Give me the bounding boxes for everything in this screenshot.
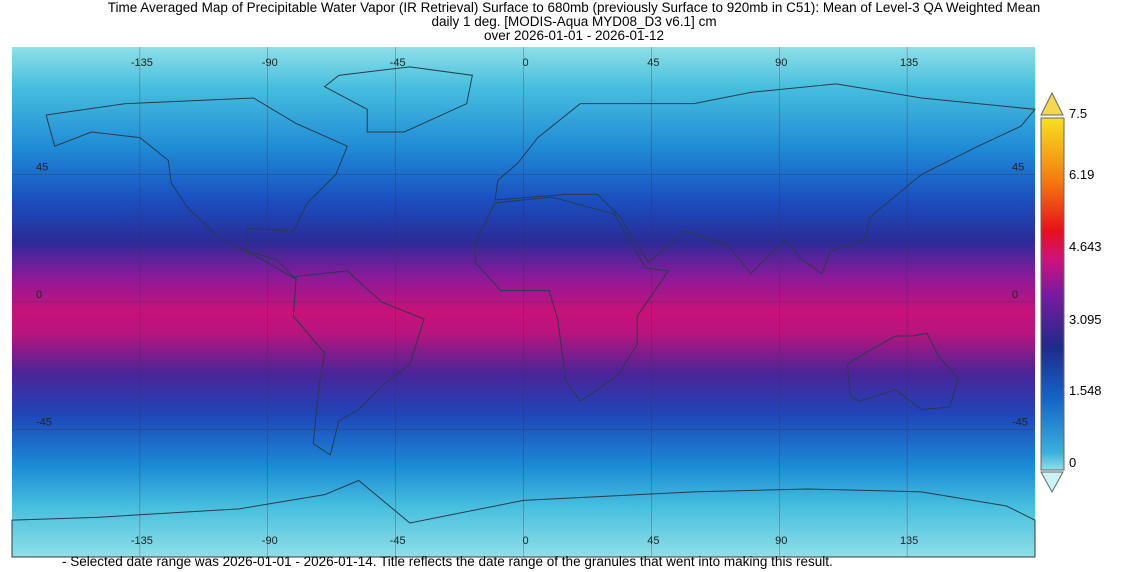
lon-label-top: -45 [390,57,406,69]
map-title-line1: Time Averaged Map of Precipitable Water … [107,0,1041,15]
colorbar-tick: 1.548 [1069,383,1102,398]
lon-label-top: 90 [775,57,787,69]
north-america-outline [45,97,348,280]
lon-label-bottom: 90 [775,535,787,547]
lon-label-top: 135 [900,57,918,69]
colorbar-tick: 4.643 [1069,239,1102,254]
africa-outline [474,196,670,402]
lon-label-bottom: -135 [131,535,153,547]
colorbar-tick: 3.095 [1069,312,1102,327]
map-title-line3: over 2026-01-01 - 2026-01-12 [483,28,665,43]
colorbar-tick: 7.5 [1069,106,1088,121]
greenland-outline [323,66,473,133]
lon-label-top: 0 [522,57,528,69]
lat-label-right: 45 [1012,162,1024,174]
australia-outline [846,332,959,411]
colorbar-max-arrow [1040,91,1064,116]
lon-label-top: 45 [647,57,659,69]
colorbar-tick: 6.19 [1069,167,1095,182]
lat-label-left: 45 [36,162,48,174]
lon-label-bottom: 45 [647,535,659,547]
lon-label-bottom: 135 [900,535,918,547]
lon-label-bottom: -45 [390,535,406,547]
lat-label-right: -45 [1012,417,1028,429]
map-title-line2: daily 1 deg. [MODIS-Aqua MYD08_D3 v6.1] … [431,14,717,29]
lon-label-top: -90 [262,57,278,69]
colorbar [1040,91,1065,494]
colorbar-min-arrow [1040,471,1064,494]
colorbar-tick: 0 [1069,455,1077,470]
colorbar-bar [1040,117,1065,471]
lat-label-left: -45 [36,417,52,429]
lon-label-top: -135 [131,57,153,69]
lat-label-right: 0 [1012,289,1018,301]
lat-label-left: 0 [36,289,42,301]
eurasia-outline [494,83,1036,275]
lon-label-bottom: 0 [522,535,528,547]
south-america-outline [292,270,425,456]
lon-label-bottom: -90 [262,535,278,547]
footnote: - Selected date range was 2026-01-01 - 2… [62,554,833,569]
